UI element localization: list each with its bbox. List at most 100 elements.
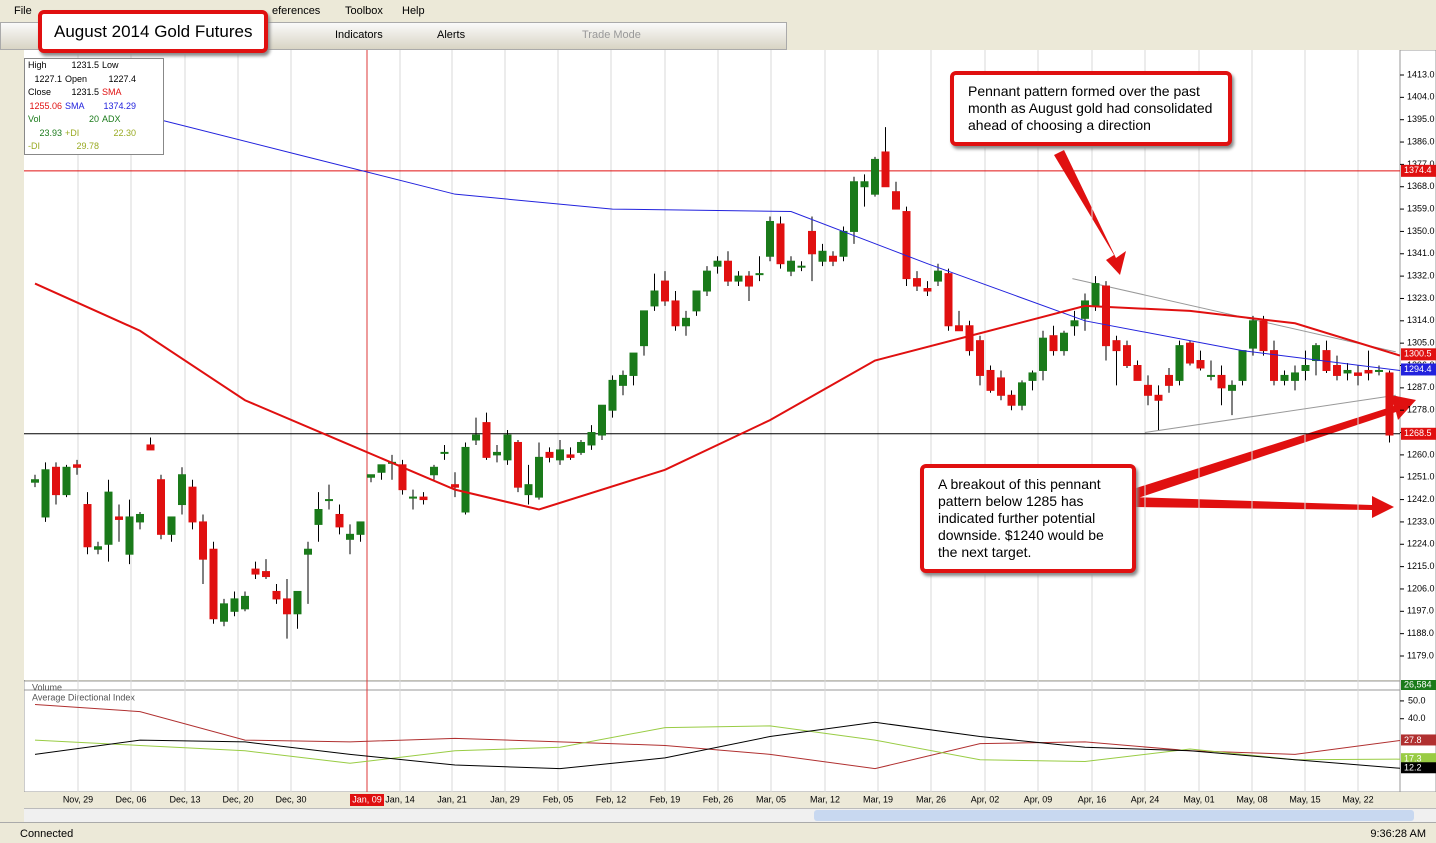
candle-body [272, 590, 281, 600]
candle-body [724, 260, 732, 282]
status-text: Connected [20, 828, 74, 840]
x-tick-label: Dec, 20 [222, 794, 253, 804]
arrow [1130, 395, 1416, 500]
candle-body [1196, 360, 1205, 369]
candle-body [1364, 369, 1373, 374]
x-tick-label: Apr, 09 [1024, 794, 1053, 804]
x-tick-label: Apr, 02 [971, 794, 1000, 804]
info-box: High 1231.5 Low1227.1 Open 1227.4Close 1231.5… [24, 58, 164, 155]
candle-body [31, 479, 39, 483]
info-cell: 1231.5 [71, 87, 99, 97]
candle-body [1291, 372, 1299, 381]
status-time: 9:36:28 AM [1370, 828, 1426, 840]
adx-marker-label: 27.8 [1404, 735, 1422, 745]
candle-body [115, 516, 123, 520]
candle-body [325, 499, 333, 502]
volume-value: 26,584 [1404, 679, 1432, 689]
candle-body [986, 369, 995, 391]
candle-body [146, 444, 155, 451]
x-tick-label: Apr, 16 [1078, 794, 1107, 804]
trade-mode-button[interactable]: Trade Mode [582, 29, 641, 41]
candle-body [892, 191, 900, 210]
indicators-button[interactable]: Indicators [335, 29, 383, 41]
candle-body [545, 451, 554, 458]
candle-body [1112, 340, 1121, 352]
candle-body [577, 441, 585, 453]
x-tick-label: Nov, 29 [63, 794, 93, 804]
menubar: File eferences Toolbox Help [0, 0, 1436, 22]
y-tick-label: 1350.0 [1407, 226, 1435, 236]
candle-body [976, 340, 984, 376]
candle-body [178, 474, 186, 506]
candle-body [871, 158, 879, 195]
adx-label: Average Directional Index [32, 692, 135, 702]
adx-marker [1401, 762, 1436, 774]
menu-item[interactable]: Toolbox [345, 5, 383, 17]
candle-body [1175, 345, 1184, 381]
x-tick-label: Mar, 26 [916, 794, 946, 804]
price-marker-label: 1294.4 [1404, 364, 1432, 374]
x-tick-label: Dec, 13 [169, 794, 200, 804]
candle-body [472, 434, 480, 441]
candle-body [1385, 372, 1394, 436]
candle-body [535, 456, 543, 498]
candle-body [934, 270, 942, 282]
candle-body [1207, 374, 1215, 377]
sma-line [34, 282, 1401, 511]
candle-body [419, 496, 428, 501]
price-marker-label: 1300.5 [1404, 349, 1432, 359]
candle-body [1343, 369, 1352, 374]
info-cell: Close [28, 87, 52, 97]
y-tick-label: 1323.0 [1407, 293, 1435, 303]
candle-body [1144, 384, 1152, 396]
info-cell: ADX [102, 114, 121, 124]
candle-body [881, 151, 890, 188]
candle-body [1081, 300, 1089, 319]
candle-body [955, 325, 963, 332]
x-tick-label: Mar, 05 [756, 794, 786, 804]
menu-item[interactable]: File [14, 5, 32, 17]
candle-body [745, 275, 753, 287]
candle-body [199, 521, 207, 560]
info-cell: High [28, 60, 47, 70]
candle-body [566, 454, 575, 458]
y-tick-label: 1179.0 [1407, 650, 1434, 660]
candle-body [1259, 320, 1268, 352]
candle-body [1249, 320, 1257, 349]
y-tick-label: 1386.0 [1407, 136, 1435, 146]
info-cell: SMA [65, 100, 85, 111]
y-tick-label: 1341.0 [1407, 248, 1435, 258]
info-cell: 1227.1 [34, 73, 62, 84]
x-tick-label: Feb, 05 [543, 794, 574, 804]
y-tick-label: 1215.0 [1407, 561, 1435, 571]
candle-body [556, 449, 564, 461]
candle-body [1375, 369, 1383, 372]
y-tick-label: 1233.0 [1407, 516, 1435, 526]
candle-body [1039, 337, 1047, 371]
info-cell: 1231.5 [71, 60, 99, 70]
y-tick-label: 1206.0 [1407, 583, 1435, 593]
candle-body [1217, 374, 1226, 389]
scrollbar[interactable] [24, 808, 1436, 823]
candle-body [598, 404, 606, 436]
candle-body [94, 546, 102, 550]
candle-body [524, 484, 533, 496]
candle-body [283, 598, 291, 615]
candle-body [734, 275, 743, 282]
statusbar: Connected 9:36:28 AM [0, 822, 1436, 843]
alerts-button[interactable]: Alerts [437, 29, 466, 41]
candle-body [1091, 283, 1100, 307]
menu-item[interactable]: eferences [272, 5, 321, 17]
y-tick-label: 1260.0 [1407, 449, 1435, 459]
candle-body [41, 469, 50, 518]
candle-body [1028, 372, 1037, 381]
adx-marker [1401, 753, 1436, 765]
candle-body [356, 521, 365, 535]
menu-item[interactable]: Help [402, 5, 425, 17]
scroll-thumb[interactable] [814, 810, 1414, 821]
x-tick-label: Mar, 19 [863, 794, 893, 804]
candle-body [1133, 365, 1142, 381]
candle-body [514, 441, 522, 488]
x-tick-label: Feb, 26 [703, 794, 734, 804]
